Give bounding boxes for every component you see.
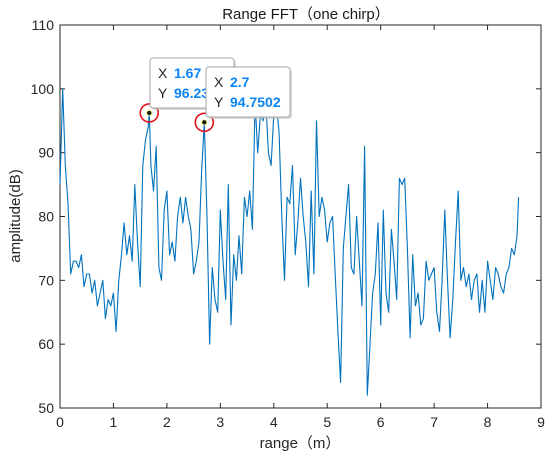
datatip-point [146,109,153,116]
datatip-layer: X 1.67 Y 96.23 X 2.7 Y 94.7502 [149,57,292,119]
x-tick-label: 0 [56,414,64,430]
y-tick-label: 50 [38,400,54,416]
datatip-key: Y [158,85,168,101]
x-tick-label: 1 [110,414,118,430]
datatip-key: Y [214,94,224,110]
datatip-highlight-circle [194,112,215,133]
datatip-value: 2.7 [230,74,250,90]
datatip-markers [139,103,215,133]
x-tick-label: 2 [163,414,171,430]
datatip-panel [205,66,291,118]
x-tick-label: 3 [216,414,224,430]
y-tick-label: 100 [31,81,55,97]
plot-area [59,24,542,409]
y-tick-label: 80 [38,209,54,225]
y-tick-label: 60 [38,336,54,352]
x-tick-label: 6 [377,414,385,430]
series-layer [59,88,520,396]
datatip-point [201,119,208,126]
x-tick-label: 4 [270,414,278,430]
chart-title: Range FFT（one chirp） [222,6,390,23]
y-tick-label: 90 [38,145,54,161]
y-axis-label: amplitude(dB) [7,169,24,262]
datatip-box[interactable]: X 2.7 Y 94.7502 [205,66,292,119]
datatip-value: 96.23 [174,85,209,101]
x-axis-label: range（m） [260,435,341,452]
y-tick-label: 110 [32,17,55,33]
datatip-highlight-circle [139,103,160,123]
datatip-value: 1.67 [174,65,201,81]
y-axis-ticks: 50 60 70 80 90 100 110 [31,17,541,416]
series-line-1 [59,88,520,396]
x-tick-label: 7 [430,414,438,430]
x-axis-ticks: 0 1 2 3 4 5 6 7 8 9 [56,25,545,430]
datatip-key: X [214,74,224,90]
datatip-value: 94.7502 [230,94,281,110]
x-tick-label: 8 [484,414,492,430]
datatip-key: X [158,65,168,81]
y-tick-label: 70 [38,272,54,288]
x-tick-label: 5 [323,414,331,430]
x-tick-label: 9 [537,414,545,430]
